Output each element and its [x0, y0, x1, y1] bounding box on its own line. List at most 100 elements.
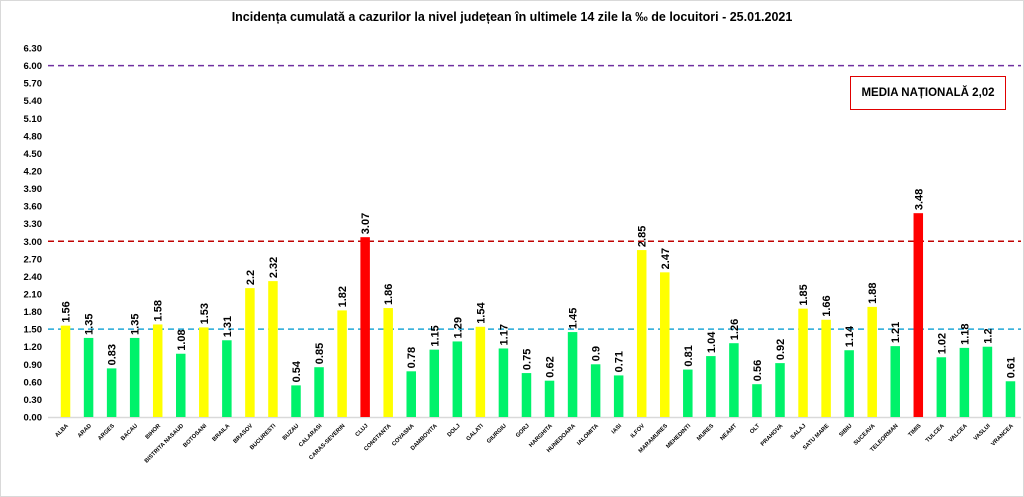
- y-tick-label: 5.10: [24, 114, 43, 125]
- y-tick-label: 5.70: [24, 79, 43, 90]
- bar-hunedoara: [567, 332, 578, 417]
- bar-giurgiu: [498, 348, 509, 417]
- bar-satu-mare: [821, 319, 831, 417]
- bar-covasna: [406, 371, 416, 417]
- x-tick-label: BUZAU: [282, 423, 301, 442]
- y-tick-label: 1.50: [24, 325, 43, 336]
- data-label: 1.2: [982, 328, 994, 343]
- data-label: 1.54: [475, 302, 487, 324]
- data-label: 2.2: [245, 270, 257, 285]
- bar-braila: [222, 340, 232, 417]
- x-tick-label: TULCEA: [925, 423, 946, 444]
- x-tick-label: DOLJ: [447, 423, 462, 438]
- bar-teleorman: [890, 346, 900, 417]
- bar-gorj: [521, 373, 532, 417]
- bar-mures: [706, 356, 716, 417]
- x-tick-label: ARGES: [97, 423, 116, 442]
- y-tick-label: 2.10: [24, 290, 43, 301]
- data-label: 1.86: [383, 284, 395, 305]
- data-label: 0.78: [406, 347, 418, 368]
- data-label: 3.07: [360, 213, 372, 234]
- data-label: 0.83: [107, 344, 119, 365]
- data-label: 1.29: [452, 317, 464, 338]
- data-label: 1.53: [199, 303, 211, 324]
- y-tick-label: 4.80: [24, 131, 43, 142]
- bar-prahova: [775, 363, 785, 417]
- x-tick-label: GIURGIU: [486, 423, 508, 445]
- data-label: 0.9: [591, 346, 603, 361]
- y-tick-label: 4.20: [24, 167, 43, 178]
- x-tick-label: VRANCEA: [990, 423, 1015, 448]
- x-tick-label: BIHOR: [145, 423, 163, 441]
- bar-cluj: [360, 237, 370, 417]
- bar-valcea: [959, 347, 970, 417]
- y-tick-label: 1.80: [24, 307, 43, 318]
- y-tick-label: 6.00: [24, 61, 43, 72]
- bar-dambovita: [429, 349, 440, 417]
- bar-alba: [60, 325, 71, 417]
- y-tick-label: 1.20: [24, 342, 43, 353]
- data-label: 0.75: [521, 349, 533, 370]
- bar-ilfov: [636, 250, 647, 417]
- data-label: 3.48: [913, 189, 925, 210]
- bar-vrancea: [1005, 381, 1016, 417]
- data-label: 1.85: [798, 284, 810, 305]
- y-tick-label: 3.60: [24, 202, 43, 213]
- data-label: 0.71: [614, 351, 626, 372]
- data-label: 1.17: [498, 324, 510, 345]
- bar-arad: [83, 337, 94, 417]
- y-tick-label: 0.60: [24, 377, 43, 388]
- x-tick-label: VASLUI: [973, 423, 992, 442]
- national-average-box: MEDIA NAȚIONALĂ 2,02: [850, 76, 1006, 110]
- data-label: 1.82: [337, 286, 349, 307]
- data-label: 1.21: [890, 322, 902, 343]
- y-tick-label: 3.00: [24, 237, 43, 248]
- x-tick-label: IASI: [611, 423, 623, 435]
- data-label: 1.18: [959, 323, 971, 344]
- data-label: 1.35: [84, 314, 96, 335]
- x-tick-label: BRAILA: [212, 423, 232, 443]
- y-tick-label: 0.00: [24, 413, 43, 424]
- x-tick-label: ALBA: [54, 423, 70, 439]
- y-tick-label: 3.90: [24, 184, 43, 195]
- bar-timis: [913, 213, 924, 417]
- data-label: 1.04: [706, 331, 718, 353]
- bar-salaj: [798, 308, 808, 417]
- data-label: 0.81: [683, 345, 695, 366]
- data-label: 1.02: [936, 333, 948, 354]
- bar-dolj: [452, 341, 463, 417]
- x-tick-label: IALOMITA: [576, 423, 600, 447]
- bar-caras-severin: [337, 310, 347, 417]
- x-tick-label: GORJ: [515, 423, 531, 439]
- x-tick-label: PRAHOVA: [760, 423, 785, 448]
- data-label: 2.47: [660, 248, 672, 269]
- bar-bihor: [152, 324, 163, 417]
- data-label: 0.56: [752, 360, 764, 381]
- y-tick-label: 2.40: [24, 272, 43, 283]
- data-label: 0.85: [314, 343, 326, 364]
- bar-maramures: [660, 272, 670, 417]
- data-label: 1.31: [222, 316, 234, 337]
- data-label: 0.92: [775, 339, 787, 360]
- x-tick-label: SUCEAVA: [853, 423, 877, 447]
- data-label: 1.14: [844, 325, 856, 347]
- data-label: 1.45: [568, 308, 580, 329]
- bar-arges: [106, 368, 117, 417]
- x-tick-label: BRASOV: [233, 423, 255, 445]
- x-tick-label: BOTOSANI: [182, 423, 208, 449]
- bar-neamt: [729, 343, 739, 417]
- x-tick-label: MEHEDINTI: [665, 423, 692, 450]
- data-label: 1.58: [153, 300, 165, 321]
- x-tick-label: TIMIS: [908, 423, 923, 438]
- y-tick-label: 2.70: [24, 254, 43, 265]
- x-tick-label: OLT: [749, 423, 761, 435]
- y-tick-label: 5.40: [24, 96, 43, 107]
- data-label: 2.32: [268, 257, 280, 278]
- y-tick-label: 4.50: [24, 149, 43, 160]
- data-label: 1.56: [61, 301, 73, 322]
- data-label: 1.35: [130, 314, 142, 335]
- data-label: 0.61: [1005, 357, 1017, 378]
- x-tick-label: SIBIU: [838, 423, 853, 438]
- bar-vaslui: [982, 346, 993, 417]
